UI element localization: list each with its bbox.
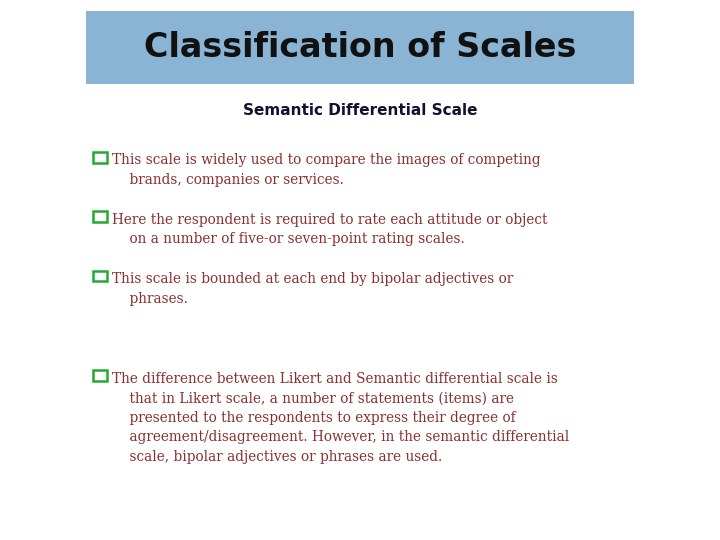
FancyBboxPatch shape <box>93 271 107 281</box>
Text: This scale is widely used to compare the images of competing
    brands, compani: This scale is widely used to compare the… <box>112 153 540 187</box>
Text: This scale is bounded at each end by bipolar adjectives or
    phrases.: This scale is bounded at each end by bip… <box>112 272 513 306</box>
Text: The difference between Likert and Semantic differential scale is
    that in Lik: The difference between Likert and Semant… <box>112 372 569 464</box>
FancyBboxPatch shape <box>86 11 634 84</box>
FancyBboxPatch shape <box>93 152 107 163</box>
FancyBboxPatch shape <box>93 211 107 222</box>
Text: Semantic Differential Scale: Semantic Differential Scale <box>243 103 477 118</box>
FancyBboxPatch shape <box>93 370 107 381</box>
Text: Classification of Scales: Classification of Scales <box>144 31 576 64</box>
Text: Here the respondent is required to rate each attitude or object
    on a number : Here the respondent is required to rate … <box>112 213 547 246</box>
